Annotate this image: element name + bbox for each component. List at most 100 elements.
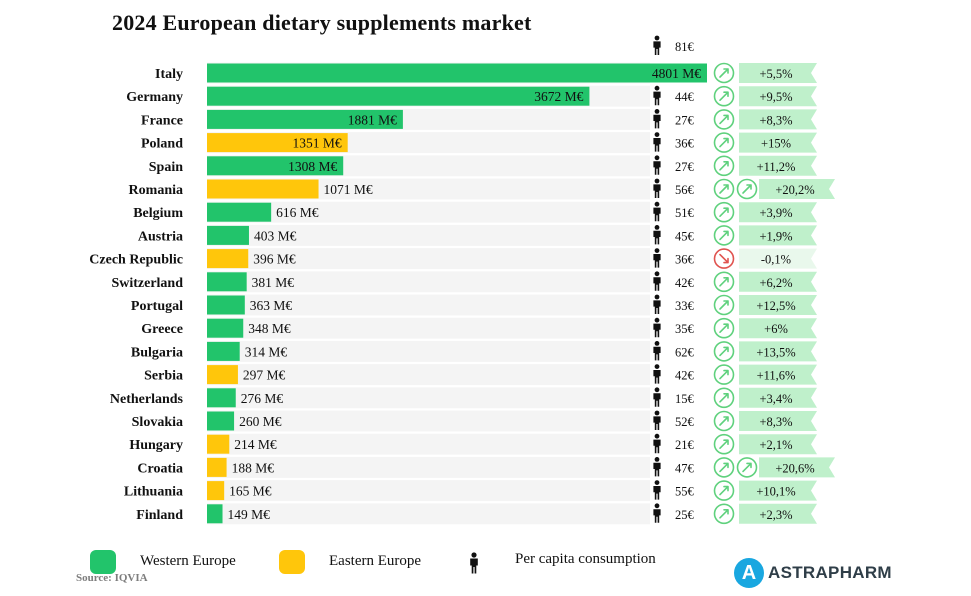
growth-label: +11,2% bbox=[757, 160, 796, 174]
per-capita-value: 33€ bbox=[675, 299, 695, 313]
growth-ribbon bbox=[739, 202, 817, 223]
legend-swatch-western bbox=[90, 550, 116, 574]
person-icon bbox=[653, 132, 661, 152]
value-label: 165 M€ bbox=[229, 484, 272, 499]
person-icon bbox=[653, 248, 661, 268]
trend-up-icon bbox=[713, 410, 735, 432]
chart-row: Serbia 297 M€ 42€ +11,6% bbox=[144, 364, 817, 386]
chart-row: Switzerland 381 M€ 42€ +6,2% bbox=[111, 271, 817, 293]
country-label: Germany bbox=[126, 90, 183, 105]
bar-poland bbox=[207, 133, 348, 153]
growth-label: +2,3% bbox=[759, 508, 792, 522]
legend-label-per-capita: Per capita consumption bbox=[515, 551, 656, 567]
brand-mark-icon: A bbox=[734, 558, 764, 588]
per-capita-value: 81€ bbox=[675, 40, 695, 54]
chart-row: Greece 348 M€ 35€ +6% bbox=[141, 317, 817, 339]
growth-label: +8,3% bbox=[759, 415, 792, 429]
per-capita-value: 25€ bbox=[675, 508, 695, 522]
trend-up-icon bbox=[713, 62, 735, 84]
country-label: Bulgaria bbox=[131, 345, 183, 360]
value-label: 149 M€ bbox=[228, 507, 271, 522]
growth-label: +3,4% bbox=[759, 392, 792, 406]
per-capita-value: 27€ bbox=[675, 160, 695, 174]
trend-up-icon bbox=[736, 178, 758, 200]
growth-label: +6% bbox=[764, 322, 788, 336]
person-icon bbox=[653, 109, 661, 129]
person-icon bbox=[653, 35, 661, 55]
chart-row: Netherlands 276 M€ 15€ +3,4% bbox=[110, 387, 817, 409]
growth-ribbon bbox=[739, 503, 817, 524]
country-label: Greece bbox=[141, 322, 183, 337]
brand-name: ASTRAPHARM bbox=[768, 563, 892, 582]
brand-logo: A ASTRAPHARM bbox=[734, 556, 892, 590]
value-label: 188 M€ bbox=[232, 460, 275, 475]
per-capita-value: 15€ bbox=[675, 392, 695, 406]
person-icon bbox=[653, 317, 661, 338]
row-band bbox=[207, 410, 650, 432]
bar-greece bbox=[207, 318, 244, 338]
per-capita-value: 55€ bbox=[675, 485, 695, 499]
chart-row: Slovakia 260 M€ 52€ +8,3% bbox=[132, 410, 817, 432]
legend-swatch-eastern bbox=[279, 550, 305, 574]
trend-up-icon bbox=[713, 109, 735, 130]
trend-up-icon bbox=[713, 457, 735, 478]
growth-label: +3,9% bbox=[759, 206, 792, 220]
growth-ribbon bbox=[739, 480, 817, 501]
per-capita-value: 51€ bbox=[675, 206, 695, 220]
bar-chart: Italy 4801 M€ 81€ +5,5% Germany 3672 M€ 44€ +9,… bbox=[89, 35, 835, 525]
trend-up-icon bbox=[713, 433, 735, 455]
trend-up-icon bbox=[713, 225, 735, 246]
per-capita-value: 45€ bbox=[675, 229, 695, 243]
chart-row: Lithuania 165 M€ 55€ +10,1% bbox=[124, 480, 817, 502]
growth-ribbon bbox=[739, 387, 817, 408]
growth-label: +1,9% bbox=[759, 229, 792, 243]
value-label: 363 M€ bbox=[250, 298, 293, 313]
chart-row: Finland 149 M€ 25€ +2,3% bbox=[136, 503, 817, 525]
value-label: 381 M€ bbox=[252, 275, 295, 290]
bar-croatia bbox=[207, 457, 227, 477]
value-label: 3672 M€ bbox=[534, 89, 583, 104]
value-label: 616 M€ bbox=[276, 205, 319, 220]
growth-label: +2,1% bbox=[759, 438, 792, 452]
row-band bbox=[207, 480, 650, 502]
bar-portugal bbox=[207, 295, 245, 315]
chart-row: Italy 4801 M€ 81€ +5,5% bbox=[155, 35, 817, 84]
growth-ribbon bbox=[739, 155, 817, 176]
country-label: Romania bbox=[129, 183, 183, 198]
trend-up-icon bbox=[713, 503, 735, 525]
value-label: 276 M€ bbox=[241, 391, 284, 406]
growth-label: +9,5% bbox=[759, 90, 792, 104]
chart-row: Portugal 363 M€ 33€ +12,5% bbox=[131, 294, 817, 316]
growth-label: +20,6% bbox=[775, 461, 814, 475]
trend-down-icon bbox=[713, 248, 735, 269]
growth-ribbon bbox=[739, 341, 817, 362]
chart-row: Belgium 616 M€ 51€ +3,9% bbox=[133, 201, 817, 223]
bar-hungary bbox=[207, 434, 230, 454]
per-capita-value: 21€ bbox=[675, 438, 695, 452]
person-icon bbox=[653, 294, 661, 314]
trend-up-icon bbox=[713, 294, 735, 316]
growth-ribbon bbox=[759, 457, 835, 478]
row-band bbox=[207, 294, 650, 316]
row-band bbox=[207, 224, 650, 246]
country-label: France bbox=[141, 113, 183, 128]
growth-label: +20,2% bbox=[775, 183, 814, 197]
person-icon bbox=[653, 433, 661, 454]
per-capita-value: 42€ bbox=[675, 276, 695, 290]
value-label: 1071 M€ bbox=[324, 182, 373, 197]
growth-label: +13,5% bbox=[756, 345, 795, 359]
person-icon bbox=[653, 387, 661, 407]
row-band bbox=[207, 503, 650, 525]
growth-ribbon bbox=[739, 411, 817, 431]
growth-ribbon bbox=[739, 248, 817, 269]
person-icon bbox=[653, 225, 661, 245]
trend-up-icon bbox=[713, 271, 735, 293]
growth-label: +12,5% bbox=[756, 299, 795, 313]
person-icon bbox=[470, 552, 478, 574]
value-label: 348 M€ bbox=[248, 321, 291, 336]
growth-label: +6,2% bbox=[759, 276, 792, 290]
value-label: 1308 M€ bbox=[288, 159, 337, 174]
growth-ribbon bbox=[739, 86, 817, 107]
person-icon bbox=[653, 503, 661, 523]
chart-row: Austria 403 M€ 45€ +1,9% bbox=[138, 224, 817, 246]
